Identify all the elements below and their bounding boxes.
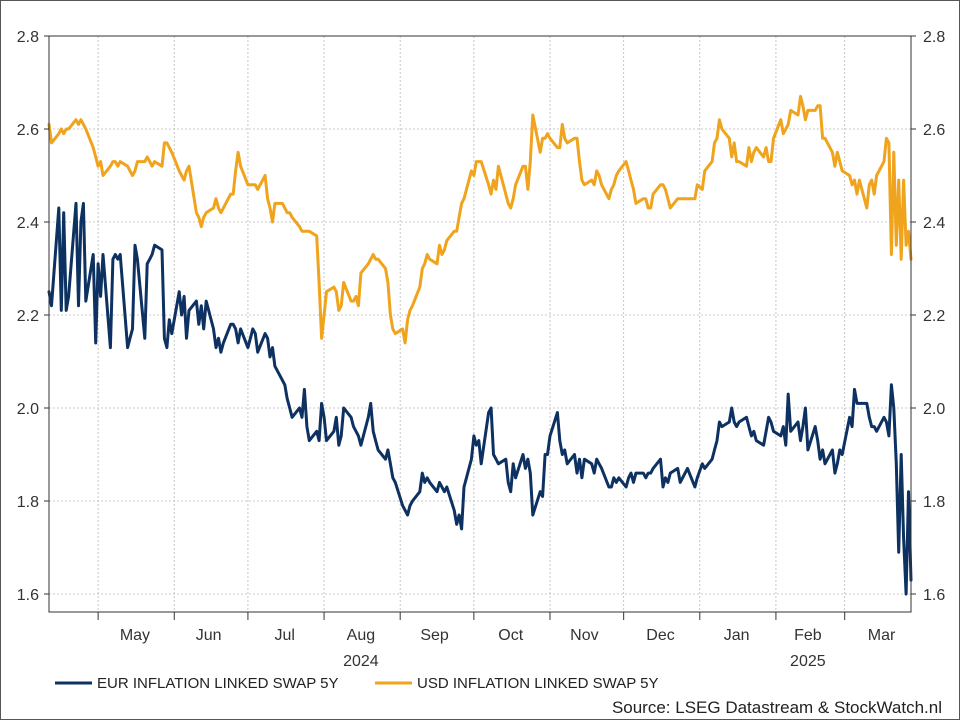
y-tick-label-right: 1.8 xyxy=(923,494,945,511)
y-tick-label-right: 2.2 xyxy=(923,308,945,325)
y-tick-label-left: 1.6 xyxy=(17,587,39,604)
legend: EUR INFLATION LINKED SWAP 5Y USD INFLATI… xyxy=(55,675,658,692)
y-tick-label-left: 2.4 xyxy=(17,215,39,232)
y-tick-label-left: 1.8 xyxy=(17,494,39,511)
x-tick-label: Jan xyxy=(724,627,750,644)
y-tick-label-right: 2.8 xyxy=(923,29,945,46)
legend-label-eur: EUR INFLATION LINKED SWAP 5Y xyxy=(97,675,338,692)
x-tick-label: Aug xyxy=(347,627,375,644)
x-tick-label: Sep xyxy=(420,627,449,644)
usd-series-line xyxy=(47,94,913,345)
year-label: 2024 xyxy=(343,653,379,670)
eur-series-line xyxy=(47,201,913,596)
x-tick-label: Dec xyxy=(646,627,674,644)
y-tick-label-right: 2.6 xyxy=(923,122,945,139)
y-tick-label-left: 2.6 xyxy=(17,122,39,139)
x-tick-label: Jun xyxy=(196,627,222,644)
series-layer xyxy=(47,94,913,596)
x-tick-label: Mar xyxy=(868,627,896,644)
year-label: 2025 xyxy=(790,653,826,670)
y-tick-label-right: 2.0 xyxy=(923,401,945,418)
source-note: Source: LSEG Datastream & StockWatch.nl xyxy=(612,698,942,717)
y-tick-label-left: 2.0 xyxy=(17,401,39,418)
legend-label-usd: USD INFLATION LINKED SWAP 5Y xyxy=(417,675,658,692)
y-tick-label-right: 2.4 xyxy=(923,215,945,232)
x-tick-label: Jul xyxy=(275,627,295,644)
x-tick-label: Oct xyxy=(498,627,523,644)
y-tick-label-right: 1.6 xyxy=(923,587,945,604)
y-tick-label-left: 2.8 xyxy=(17,29,39,46)
x-tick-label: Feb xyxy=(794,627,822,644)
y-tick-label-left: 2.2 xyxy=(17,308,39,325)
x-tick-label: Nov xyxy=(570,627,598,644)
axes: 1.6 1.6 1.8 1.8 2.0 2.0 2.2 2.2 2.4 2.4 2.6 2.6 2.8 2… xyxy=(17,29,946,670)
x-tick-label: May xyxy=(120,627,150,644)
plot-border xyxy=(48,35,912,613)
